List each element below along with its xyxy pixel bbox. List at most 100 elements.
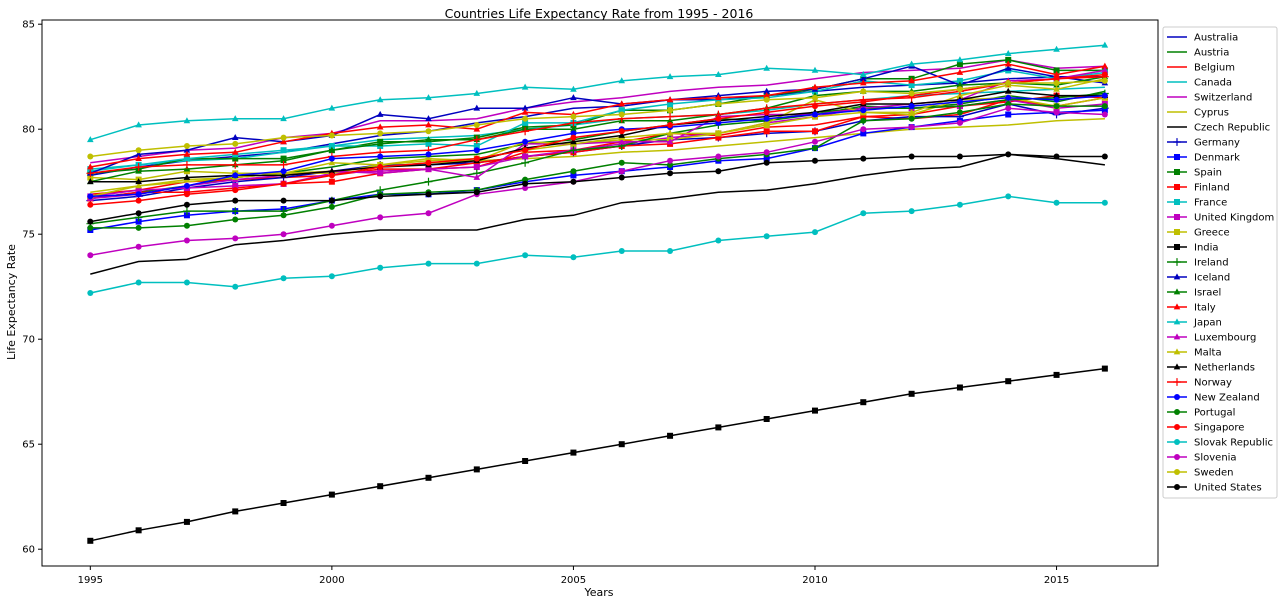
data-point <box>135 210 142 217</box>
data-point <box>763 159 770 166</box>
legend-item: Greece <box>1167 228 1230 239</box>
legend-item: Netherlands <box>1167 363 1255 374</box>
data-point <box>183 150 191 157</box>
data-point <box>715 424 722 431</box>
data-point <box>618 107 625 114</box>
legend-label: Belgium <box>1194 63 1235 74</box>
data-point <box>183 161 191 169</box>
legend-label: Czech Republic <box>1194 123 1270 134</box>
data-point <box>1174 184 1180 190</box>
data-point <box>667 122 674 128</box>
data-point <box>521 158 530 167</box>
data-point <box>328 172 335 179</box>
data-point <box>1053 75 1060 82</box>
data-point <box>522 185 529 191</box>
data-point <box>87 252 94 259</box>
data-point <box>377 164 384 170</box>
x-tick-label: 2000 <box>319 575 344 586</box>
data-point <box>1101 107 1108 114</box>
data-point <box>859 79 867 86</box>
data-point <box>231 207 240 215</box>
data-point <box>811 229 818 236</box>
data-point <box>328 222 335 229</box>
data-point <box>1101 103 1108 110</box>
data-point <box>715 101 722 107</box>
data-point <box>715 168 722 175</box>
data-point <box>87 201 94 208</box>
data-point <box>956 56 964 63</box>
data-point <box>522 138 529 145</box>
data-point <box>473 147 480 154</box>
legend-item: Italy <box>1167 303 1216 314</box>
data-point <box>1174 409 1180 415</box>
data-point <box>667 161 674 168</box>
data-point <box>232 172 239 179</box>
series-line <box>90 75 1105 177</box>
chart-title: Countries Life Expectancy Rate from 1995… <box>445 6 754 21</box>
legend-label: Israel <box>1194 288 1221 299</box>
legend-item: Luxembourg <box>1167 333 1256 344</box>
data-point <box>183 173 191 180</box>
data-point <box>1173 258 1181 266</box>
data-point <box>232 197 239 204</box>
data-point <box>135 279 142 286</box>
data-point <box>425 191 432 198</box>
data-point <box>1053 153 1060 160</box>
data-point <box>715 129 722 136</box>
series-line <box>90 92 1105 225</box>
data-point <box>425 121 432 128</box>
data-point <box>860 210 867 217</box>
data-point <box>956 86 963 93</box>
data-point <box>570 125 577 132</box>
data-point <box>667 432 674 439</box>
legend-item: United Kingdom <box>1167 213 1274 224</box>
data-point <box>570 134 577 141</box>
data-point <box>570 113 577 120</box>
data-point <box>1174 394 1180 400</box>
data-point <box>1053 371 1060 378</box>
data-point <box>135 187 142 194</box>
data-point <box>1101 41 1109 48</box>
data-point <box>1053 67 1060 74</box>
data-point <box>715 153 722 160</box>
x-axis-label: Years <box>583 586 613 599</box>
data-point <box>908 108 915 115</box>
data-point <box>473 466 480 473</box>
data-point <box>328 104 336 111</box>
data-point <box>232 182 239 189</box>
series-line <box>90 59 1105 164</box>
legend-box <box>1162 26 1278 499</box>
data-point <box>570 168 577 175</box>
data-point <box>715 237 722 244</box>
data-point <box>860 88 867 95</box>
data-point <box>522 180 529 187</box>
data-point <box>956 201 963 208</box>
y-tick-label: 65 <box>22 440 35 451</box>
data-point <box>280 275 287 282</box>
data-point <box>377 264 384 271</box>
legend-item: Canada <box>1167 78 1232 89</box>
data-point <box>956 384 963 391</box>
legend-item: Spain <box>1167 168 1222 179</box>
legend-label: Australia <box>1194 33 1238 44</box>
data-point <box>377 214 384 221</box>
data-point <box>763 115 770 122</box>
plot-area <box>86 41 1109 544</box>
data-point <box>1101 365 1108 372</box>
data-point <box>715 119 722 126</box>
data-point <box>956 81 964 88</box>
data-point <box>570 130 577 137</box>
series-line <box>90 90 1105 183</box>
y-tick-label: 70 <box>22 335 35 346</box>
data-point <box>1173 288 1181 295</box>
data-point <box>425 128 432 135</box>
series-czech-republic <box>90 153 1105 275</box>
data-point <box>135 224 142 231</box>
legend-label: Slovak Republic <box>1194 438 1273 449</box>
data-point <box>280 171 287 178</box>
legend-label: Netherlands <box>1194 363 1255 374</box>
data-point <box>280 197 287 204</box>
data-point <box>570 449 577 456</box>
data-point <box>183 518 190 525</box>
